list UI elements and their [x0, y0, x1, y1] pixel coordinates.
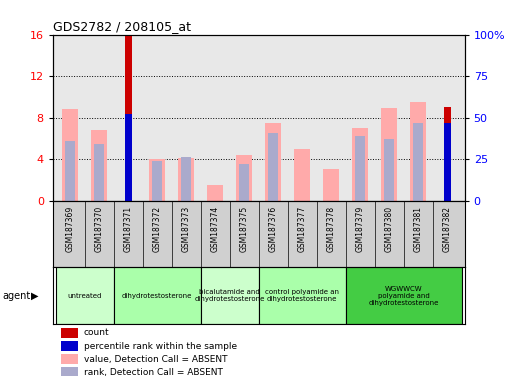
Text: GSM187377: GSM187377	[298, 206, 307, 252]
Text: untreated: untreated	[68, 293, 102, 299]
Text: percentile rank within the sample: percentile rank within the sample	[83, 341, 237, 351]
Bar	[125, 35, 132, 201]
Bar	[236, 155, 252, 201]
Text: GSM187378: GSM187378	[327, 206, 336, 252]
Text: GSM187374: GSM187374	[211, 206, 220, 252]
Bar	[152, 161, 162, 201]
Text: GSM187382: GSM187382	[443, 206, 452, 252]
Text: GDS2782 / 208105_at: GDS2782 / 208105_at	[53, 20, 191, 33]
Bar	[62, 109, 78, 201]
Text: GSM187379: GSM187379	[356, 206, 365, 252]
Bar	[114, 267, 201, 324]
Bar	[65, 141, 76, 201]
Bar	[268, 132, 278, 201]
Bar	[444, 107, 451, 201]
Text: GSM187372: GSM187372	[153, 206, 162, 252]
Bar	[355, 136, 365, 201]
Bar	[207, 185, 223, 201]
Bar	[352, 128, 368, 201]
Text: dihydrotestosterone: dihydrotestosterone	[122, 293, 192, 299]
Bar	[61, 367, 78, 377]
Text: count: count	[83, 328, 109, 338]
Bar	[55, 267, 114, 324]
Text: GSM187375: GSM187375	[240, 206, 249, 252]
Bar	[346, 267, 462, 324]
Text: rank, Detection Call = ABSENT: rank, Detection Call = ABSENT	[83, 367, 223, 377]
Bar	[381, 108, 397, 201]
Bar	[91, 130, 107, 201]
Text: GSM187381: GSM187381	[414, 206, 423, 252]
Bar	[181, 157, 191, 201]
Bar	[94, 144, 105, 201]
Text: GSM187373: GSM187373	[182, 206, 191, 252]
Bar	[125, 114, 132, 201]
Text: agent: agent	[3, 291, 31, 301]
Bar	[239, 164, 249, 201]
Text: GSM187371: GSM187371	[124, 206, 133, 252]
Bar	[149, 159, 165, 201]
Text: ▶: ▶	[31, 291, 38, 301]
Bar	[413, 122, 423, 201]
Bar	[444, 122, 451, 201]
Text: GSM187376: GSM187376	[269, 206, 278, 252]
Bar	[178, 158, 194, 201]
Bar	[61, 354, 78, 364]
Bar	[384, 139, 394, 201]
Bar	[259, 267, 346, 324]
Bar	[323, 169, 339, 201]
Text: GSM187370: GSM187370	[95, 206, 103, 252]
Text: value, Detection Call = ABSENT: value, Detection Call = ABSENT	[83, 354, 227, 364]
Text: control polyamide an
dihydrotestosterone: control polyamide an dihydrotestosterone	[265, 289, 339, 302]
Text: GSM187380: GSM187380	[385, 206, 394, 252]
Bar	[201, 267, 259, 324]
Bar	[410, 102, 426, 201]
Bar	[265, 123, 281, 201]
Bar	[61, 328, 78, 338]
Text: bicalutamide and
dihydrotestosterone: bicalutamide and dihydrotestosterone	[194, 289, 265, 302]
Bar	[61, 341, 78, 351]
Bar	[294, 149, 310, 201]
Text: GSM187369: GSM187369	[65, 206, 74, 252]
Text: WGWWCW
polyamide and
dihydrotestosterone: WGWWCW polyamide and dihydrotestosterone	[369, 286, 439, 306]
